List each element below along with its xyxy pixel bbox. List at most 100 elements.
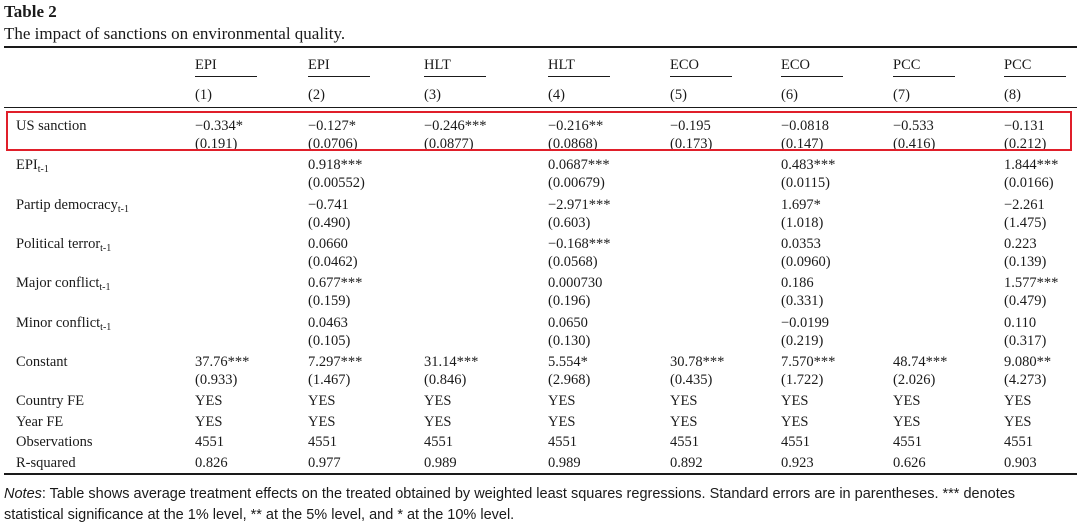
std-error-cell-text: (0.933): [195, 371, 238, 388]
column-header-underline: [308, 76, 370, 78]
coefficient-cell: 0.186: [781, 274, 814, 292]
footer-cell: YES: [195, 413, 222, 431]
std-error-cell-text: (1.475): [1004, 214, 1047, 231]
column-header-underline: [893, 76, 955, 78]
std-error-cell-text: (0.0568): [548, 253, 598, 270]
std-error-cell-text: (0.196): [548, 293, 591, 310]
std-error-cell-text: (0.147): [781, 136, 824, 152]
footer-cell: 0.977: [308, 454, 341, 472]
row-label-subscript: t-1: [37, 164, 49, 176]
coefficient-cell-text: 0.677***: [308, 275, 363, 292]
std-error-cell: (0.331): [781, 292, 823, 310]
coefficient-cell-text: 7.297***: [308, 353, 363, 370]
footer-cell-text: YES: [893, 393, 921, 409]
std-error-cell-text: (0.331): [781, 293, 824, 310]
footer-cell-text: 0.903: [1004, 454, 1037, 471]
footer-cell: 4551: [781, 433, 810, 451]
table-caption: The impact of sanctions on environmental…: [4, 24, 346, 43]
footer-row-label: Country FE: [16, 392, 84, 410]
coefficient-cell-text: −0.741: [308, 196, 349, 213]
column-header-text: ECO: [670, 57, 699, 73]
row-label-text: Constant: [16, 353, 68, 370]
std-error-cell: (0.0462): [308, 253, 358, 271]
coefficient-cell: 0.483***: [781, 156, 835, 174]
std-error-cell: (0.490): [308, 214, 350, 232]
std-error-cell: (0.0960): [781, 253, 831, 271]
coefficient-cell: −0.195: [670, 117, 711, 135]
std-error-cell-text: (1.467): [308, 371, 351, 388]
std-error-cell-text: (0.0706): [308, 136, 358, 152]
coefficient-cell-text: −0.0818: [781, 118, 830, 134]
coefficient-cell-text: 0.483***: [781, 157, 836, 174]
std-error-cell-text: (0.846): [424, 371, 467, 388]
footer-cell-text: YES: [424, 413, 452, 430]
coefficient-cell-text: −0.216**: [548, 118, 604, 134]
footer-cell: 4551: [893, 433, 922, 451]
std-error-cell: (1.475): [1004, 214, 1046, 232]
std-error-cell: (0.0877): [424, 135, 474, 153]
footer-cell-text: 0.892: [670, 454, 703, 471]
footer-cell: YES: [308, 413, 335, 431]
column-number-text: (3): [424, 87, 441, 103]
std-error-cell-text: (0.435): [670, 371, 713, 388]
row-label: Political terrort-1: [16, 235, 111, 254]
coefficient-cell: 1.697*: [781, 196, 821, 214]
coefficient-cell-text: 0.110: [1004, 314, 1037, 331]
footer-cell-text: YES: [781, 413, 809, 430]
row-label: Constant: [16, 353, 68, 371]
std-error-cell: (0.479): [1004, 292, 1046, 310]
footer-cell-text: 4551: [308, 434, 337, 450]
coefficient-cell: −2.261: [1004, 196, 1045, 214]
coefficient-cell-text: 0.918***: [308, 157, 363, 174]
std-error-cell-text: (0.00552): [308, 175, 365, 192]
coefficient-cell: 0.0650: [548, 314, 588, 332]
column-header: EPI: [308, 56, 330, 74]
footer-cell: 0.892: [670, 454, 703, 472]
coefficient-cell-text: 0.186: [781, 275, 814, 292]
footer-cell: 0.826: [195, 454, 228, 472]
std-error-cell-text: (1.018): [781, 214, 824, 231]
footer-cell-text: YES: [1004, 413, 1032, 430]
footer-cell-text: YES: [424, 393, 452, 409]
coefficient-cell-text: 9.080**: [1004, 353, 1052, 370]
coefficient-cell-text: −0.127*: [308, 118, 357, 134]
coefficient-cell: 1.844***: [1004, 156, 1058, 174]
footer-cell-text: YES: [1004, 393, 1032, 409]
footer-row-label: Observations: [16, 433, 93, 451]
std-error-cell-text: (0.212): [1004, 136, 1047, 152]
std-error-cell: (0.0568): [548, 253, 598, 271]
column-number: (8): [1004, 86, 1021, 104]
column-number-text: (2): [308, 87, 325, 103]
footer-cell-text: YES: [548, 393, 576, 409]
coefficient-cell: 0.110: [1004, 314, 1036, 332]
footer-row-label-text: Country FE: [16, 393, 85, 409]
footer-cell: 4551: [670, 433, 699, 451]
column-header-underline: [781, 76, 843, 78]
coefficient-cell-text: 0.0463: [308, 314, 348, 331]
column-header: ECO: [781, 56, 810, 74]
column-header-text: PCC: [1004, 57, 1032, 73]
column-number-text: (6): [781, 87, 798, 103]
footer-cell-text: 4551: [670, 434, 699, 450]
coefficient-cell-text: 1.697*: [781, 196, 821, 213]
column-number: (6): [781, 86, 798, 104]
std-error-cell-text: (0.219): [781, 332, 824, 349]
column-number: (7): [893, 86, 910, 104]
std-error-cell-text: (0.00679): [548, 175, 605, 192]
std-error-cell: (0.0115): [781, 174, 830, 192]
footer-cell: YES: [308, 392, 335, 410]
table-number: Table 2: [4, 2, 57, 21]
row-label-text: Partip democracy: [16, 196, 118, 213]
footer-cell: YES: [548, 413, 575, 431]
footer-cell: YES: [1004, 392, 1031, 410]
footer-cell-text: 4551: [1004, 434, 1033, 450]
std-error-cell: (0.130): [548, 332, 590, 350]
std-error-cell-text: (0.0877): [424, 136, 474, 152]
row-label: Major conflictt-1: [16, 274, 110, 293]
coefficient-cell-text: 0.223: [1004, 235, 1037, 252]
footer-cell-text: 0.826: [195, 454, 228, 471]
column-header-text: EPI: [195, 57, 217, 73]
coefficient-cell: −0.168***: [548, 235, 611, 253]
coefficient-cell-text: 5.554*: [548, 353, 588, 370]
coefficient-cell-text: −0.0199: [781, 314, 830, 331]
